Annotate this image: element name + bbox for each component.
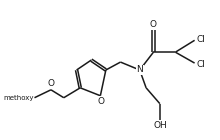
Text: OH: OH — [154, 122, 168, 130]
Text: O: O — [48, 79, 55, 88]
Text: Cl: Cl — [196, 60, 205, 69]
Text: Cl: Cl — [196, 35, 205, 44]
Text: N: N — [136, 66, 143, 74]
Text: O: O — [98, 97, 105, 106]
Text: O: O — [150, 20, 157, 29]
Text: methoxy: methoxy — [3, 95, 34, 101]
